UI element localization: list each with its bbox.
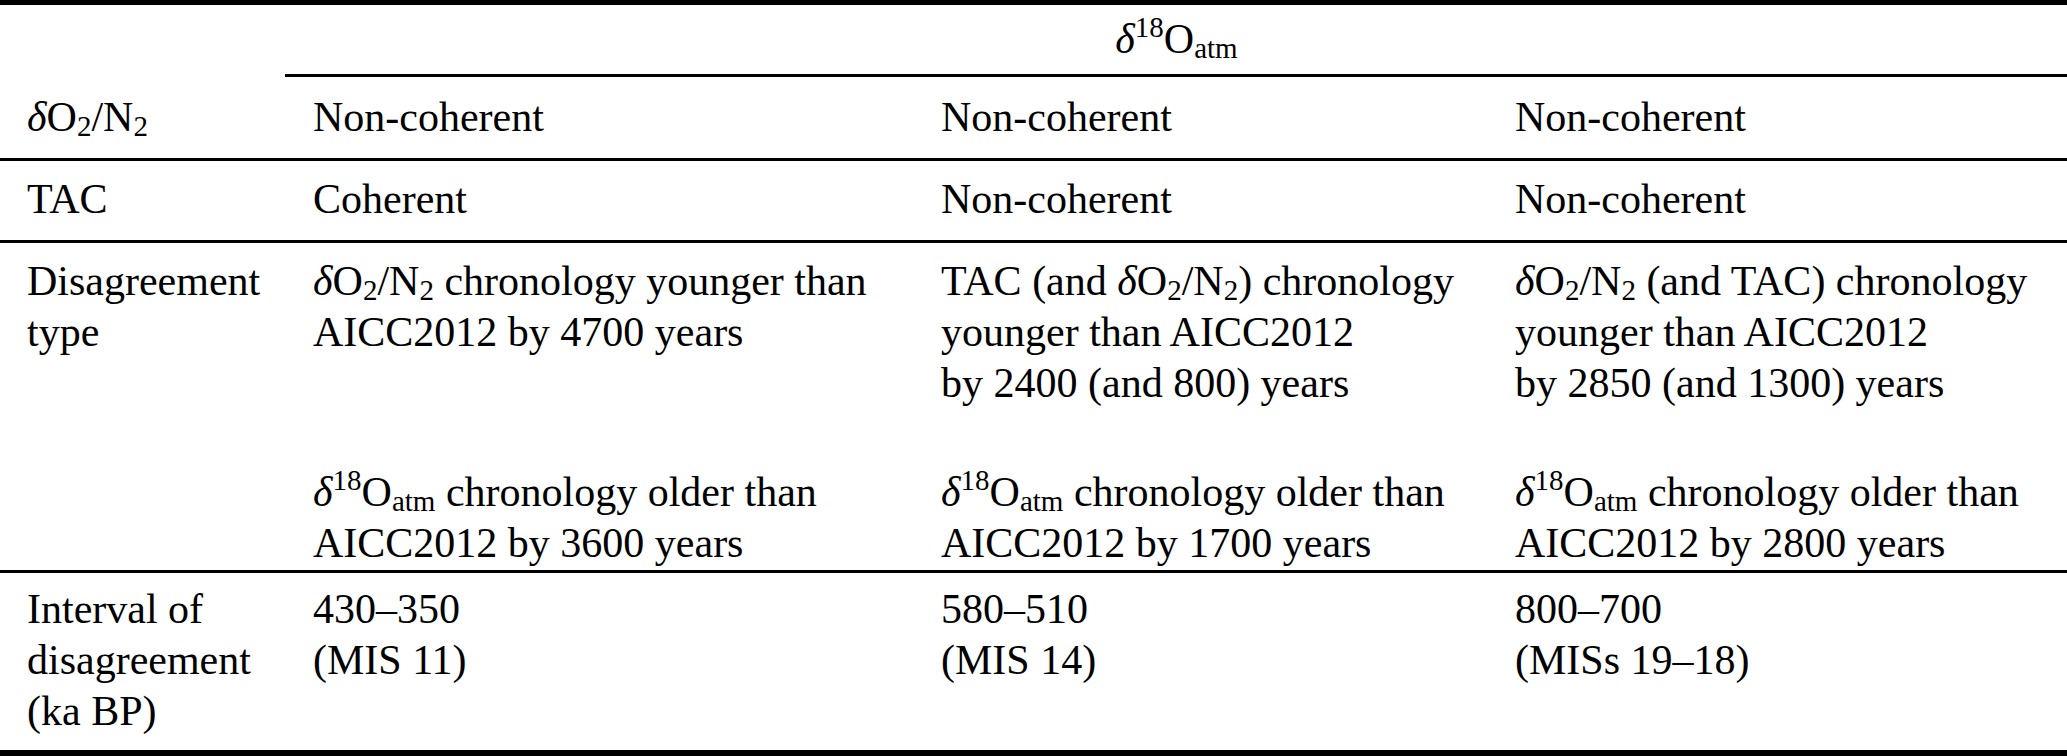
column-group-header-label: δ18Oatm <box>286 14 2067 65</box>
table-row-interval: Interval ofdisagreement(ka BP) 430–350(M… <box>0 573 2067 750</box>
cell-paragraph: δ18Oatm chronology older thanAICC2012 by… <box>1515 467 2059 569</box>
table-row-tac: TAC Coherent Non-coherent Non-coherent <box>0 161 2067 240</box>
table-cell: Non-coherent <box>1488 77 2067 158</box>
table-cell: Non-coherent <box>1488 161 2067 240</box>
cell-paragraph: δO2/N2 (and TAC) chronologyyounger than … <box>1515 256 2059 409</box>
row-label-do2n2: δO2/N2 <box>0 77 286 158</box>
table-cell: 580–510(MIS 14) <box>914 573 1488 750</box>
row-label-tac: TAC <box>0 161 286 240</box>
table-cell: Non-coherent <box>914 161 1488 240</box>
table-cell: δO2/N2 (and TAC) chronologyyounger than … <box>1488 243 2067 570</box>
table-cell: 430–350(MIS 11) <box>286 573 914 750</box>
table-cell: Coherent <box>286 161 914 240</box>
table-cell: Non-coherent <box>914 77 1488 158</box>
table-cell: δO2/N2 chronology younger thanAICC2012 b… <box>286 243 914 570</box>
table-cell: Non-coherent <box>286 77 914 158</box>
cell-paragraph: TAC (and δO2/N2) chronologyyounger than … <box>941 256 1480 409</box>
table-cell: TAC (and δO2/N2) chronologyyounger than … <box>914 243 1488 570</box>
table-row-disagreement-type: Disagreementtype δO2/N2 chronology young… <box>0 243 2067 570</box>
row-label-interval: Interval ofdisagreement(ka BP) <box>0 573 286 750</box>
cell-paragraph: δ18Oatm chronology older thanAICC2012 by… <box>941 467 1480 569</box>
chronology-comparison-table: δ18Oatm δO2/N2 Non-coherent Non-coherent… <box>0 0 2067 756</box>
table-cell: 800–700(MISs 19–18) <box>1488 573 2067 750</box>
row-label-disagreement-type: Disagreementtype <box>0 243 286 570</box>
column-group-header-row: δ18Oatm <box>0 5 2067 74</box>
table-row-do2n2: δO2/N2 Non-coherent Non-coherent Non-coh… <box>0 77 2067 158</box>
cell-paragraph: δO2/N2 chronology younger thanAICC2012 b… <box>313 256 906 409</box>
cell-paragraph: δ18Oatm chronology older thanAICC2012 by… <box>313 467 906 569</box>
